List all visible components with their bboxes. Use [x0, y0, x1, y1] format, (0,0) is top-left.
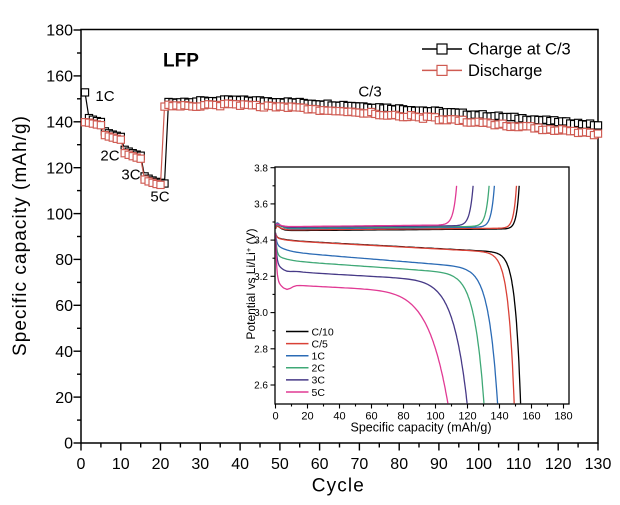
svg-text:160: 160 [46, 69, 73, 86]
svg-text:40: 40 [55, 344, 73, 361]
svg-text:110: 110 [506, 456, 532, 473]
svg-text:5C: 5C [150, 188, 169, 205]
svg-text:180: 180 [46, 23, 73, 40]
svg-text:90: 90 [430, 456, 448, 473]
svg-text:40: 40 [231, 456, 249, 473]
svg-text:2C: 2C [312, 363, 326, 375]
svg-text:C/5: C/5 [312, 338, 329, 350]
svg-text:Potential vs Li/Li+ (V): Potential vs Li/Li+ (V) [244, 228, 259, 339]
svg-text:100: 100 [46, 206, 73, 223]
svg-text:Cycle: Cycle [312, 476, 364, 497]
svg-text:130: 130 [585, 456, 612, 473]
svg-text:Specific capacity (mAh/g): Specific capacity (mAh/g) [10, 116, 31, 356]
svg-text:160: 160 [522, 411, 540, 423]
svg-text:100: 100 [465, 456, 492, 473]
svg-text:2.6: 2.6 [254, 381, 268, 392]
svg-text:3.6: 3.6 [254, 200, 268, 211]
svg-text:140: 140 [490, 411, 508, 423]
svg-text:0: 0 [272, 411, 278, 423]
svg-text:40: 40 [333, 411, 345, 423]
svg-text:10: 10 [112, 456, 130, 473]
svg-text:20: 20 [152, 456, 170, 473]
svg-text:3.2: 3.2 [254, 272, 268, 283]
svg-text:80: 80 [390, 456, 408, 473]
svg-text:Discharge: Discharge [468, 62, 542, 80]
svg-text:C/3: C/3 [358, 83, 381, 100]
svg-text:100: 100 [426, 411, 444, 423]
svg-text:120: 120 [458, 411, 476, 423]
svg-text:80: 80 [397, 411, 409, 423]
svg-text:C/10: C/10 [312, 326, 334, 338]
svg-text:120: 120 [545, 456, 572, 473]
svg-text:60: 60 [55, 298, 73, 315]
svg-text:3C: 3C [121, 166, 140, 183]
svg-text:70: 70 [351, 456, 369, 473]
svg-text:0: 0 [64, 436, 73, 453]
svg-text:20: 20 [55, 390, 73, 407]
svg-text:3.4: 3.4 [254, 236, 268, 247]
svg-text:Specific capacity (mAh/g): Specific capacity (mAh/g) [350, 421, 491, 435]
svg-text:Charge at C/3: Charge at C/3 [468, 41, 571, 59]
svg-text:2C: 2C [100, 147, 119, 164]
svg-text:20: 20 [301, 411, 313, 423]
svg-text:180: 180 [554, 411, 572, 423]
svg-text:LFP: LFP [163, 51, 199, 72]
svg-text:1C: 1C [95, 88, 114, 105]
svg-text:0: 0 [77, 456, 86, 473]
svg-text:50: 50 [271, 456, 289, 473]
svg-text:60: 60 [311, 456, 329, 473]
svg-text:3C: 3C [312, 375, 326, 387]
svg-text:2.8: 2.8 [254, 344, 268, 355]
svg-text:1C: 1C [312, 351, 326, 363]
svg-text:80: 80 [55, 252, 73, 269]
svg-text:3.8: 3.8 [254, 163, 268, 174]
svg-text:30: 30 [191, 456, 209, 473]
svg-text:60: 60 [365, 411, 377, 423]
svg-text:140: 140 [46, 115, 73, 132]
svg-text:3.0: 3.0 [254, 308, 268, 319]
svg-text:5C: 5C [312, 387, 326, 399]
svg-text:120: 120 [46, 160, 73, 177]
